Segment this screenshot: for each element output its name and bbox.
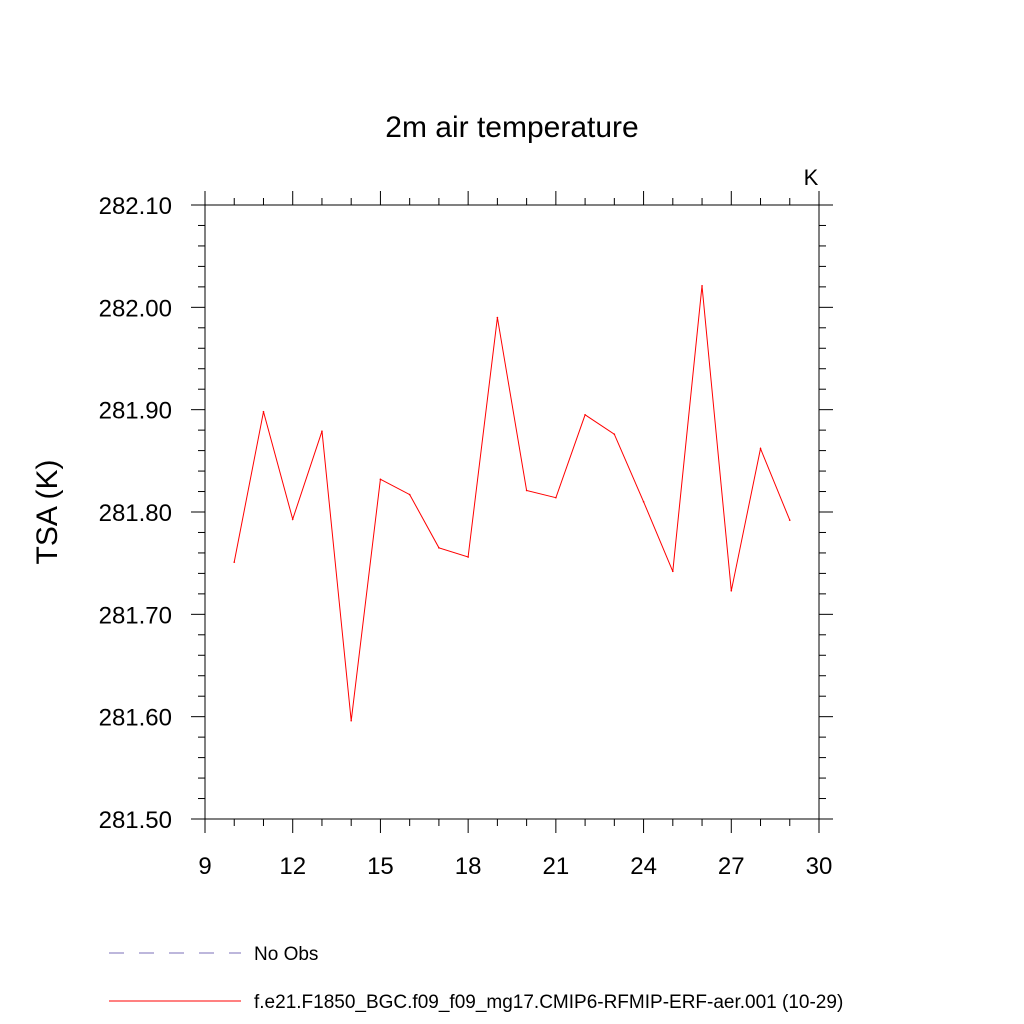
x-tick-label: 18 xyxy=(455,853,482,880)
data-point xyxy=(321,430,323,432)
x-tick-label: 15 xyxy=(367,853,394,880)
y-axis-label: TSA (K) xyxy=(31,459,64,564)
data-point xyxy=(788,519,791,521)
x-tick-label: 12 xyxy=(279,853,306,880)
data-point xyxy=(730,589,733,592)
y-tick-label: 281.50 xyxy=(99,807,172,834)
legend: No Obs f.e21.F1850_BGC.f09_f09_mg17.CMIP6… xyxy=(109,944,843,1013)
data-point xyxy=(350,719,352,722)
y-tick-label: 281.60 xyxy=(99,705,172,732)
data-point xyxy=(496,316,499,319)
data-point xyxy=(759,447,762,450)
x-tick-label: 9 xyxy=(198,853,211,880)
data-point xyxy=(438,547,440,549)
data-point xyxy=(672,570,674,573)
data-point xyxy=(613,433,616,436)
data-point xyxy=(262,410,265,413)
chart-title: 2m air temperature xyxy=(385,111,638,144)
units-label: K xyxy=(804,165,819,190)
data-point xyxy=(291,518,294,520)
y-tick-label: 281.90 xyxy=(99,398,172,425)
x-tick-label: 21 xyxy=(543,853,570,880)
y-tick-label: 281.80 xyxy=(99,500,172,527)
y-tick-label: 282.00 xyxy=(99,295,172,322)
series-layer xyxy=(233,285,791,722)
x-tick-label: 24 xyxy=(630,853,657,880)
data-point xyxy=(584,413,586,416)
y-tick-label: 281.70 xyxy=(99,602,172,629)
data-point xyxy=(408,493,411,496)
data-point xyxy=(701,285,703,287)
data-point xyxy=(467,556,469,558)
plot-frame xyxy=(204,204,820,820)
x-tick-label: 30 xyxy=(806,853,833,880)
data-point xyxy=(555,496,557,499)
data-point xyxy=(642,500,645,503)
axis-ticks: 9 12 15 18 21 24 27 30 281.50 281.60 281.70 281.80 2… xyxy=(99,191,833,880)
legend-label-0: No Obs xyxy=(254,944,318,965)
x-tick-label: 27 xyxy=(718,853,745,880)
legend-label-1: f.e21.F1850_BGC.f09_f09_mg17.CMIP6-RFMIP… xyxy=(254,992,843,1013)
data-point xyxy=(379,478,382,481)
data-point xyxy=(233,561,236,563)
data-point xyxy=(525,489,528,492)
series-line-1 xyxy=(233,285,791,721)
y-tick-label: 282.10 xyxy=(99,193,172,220)
